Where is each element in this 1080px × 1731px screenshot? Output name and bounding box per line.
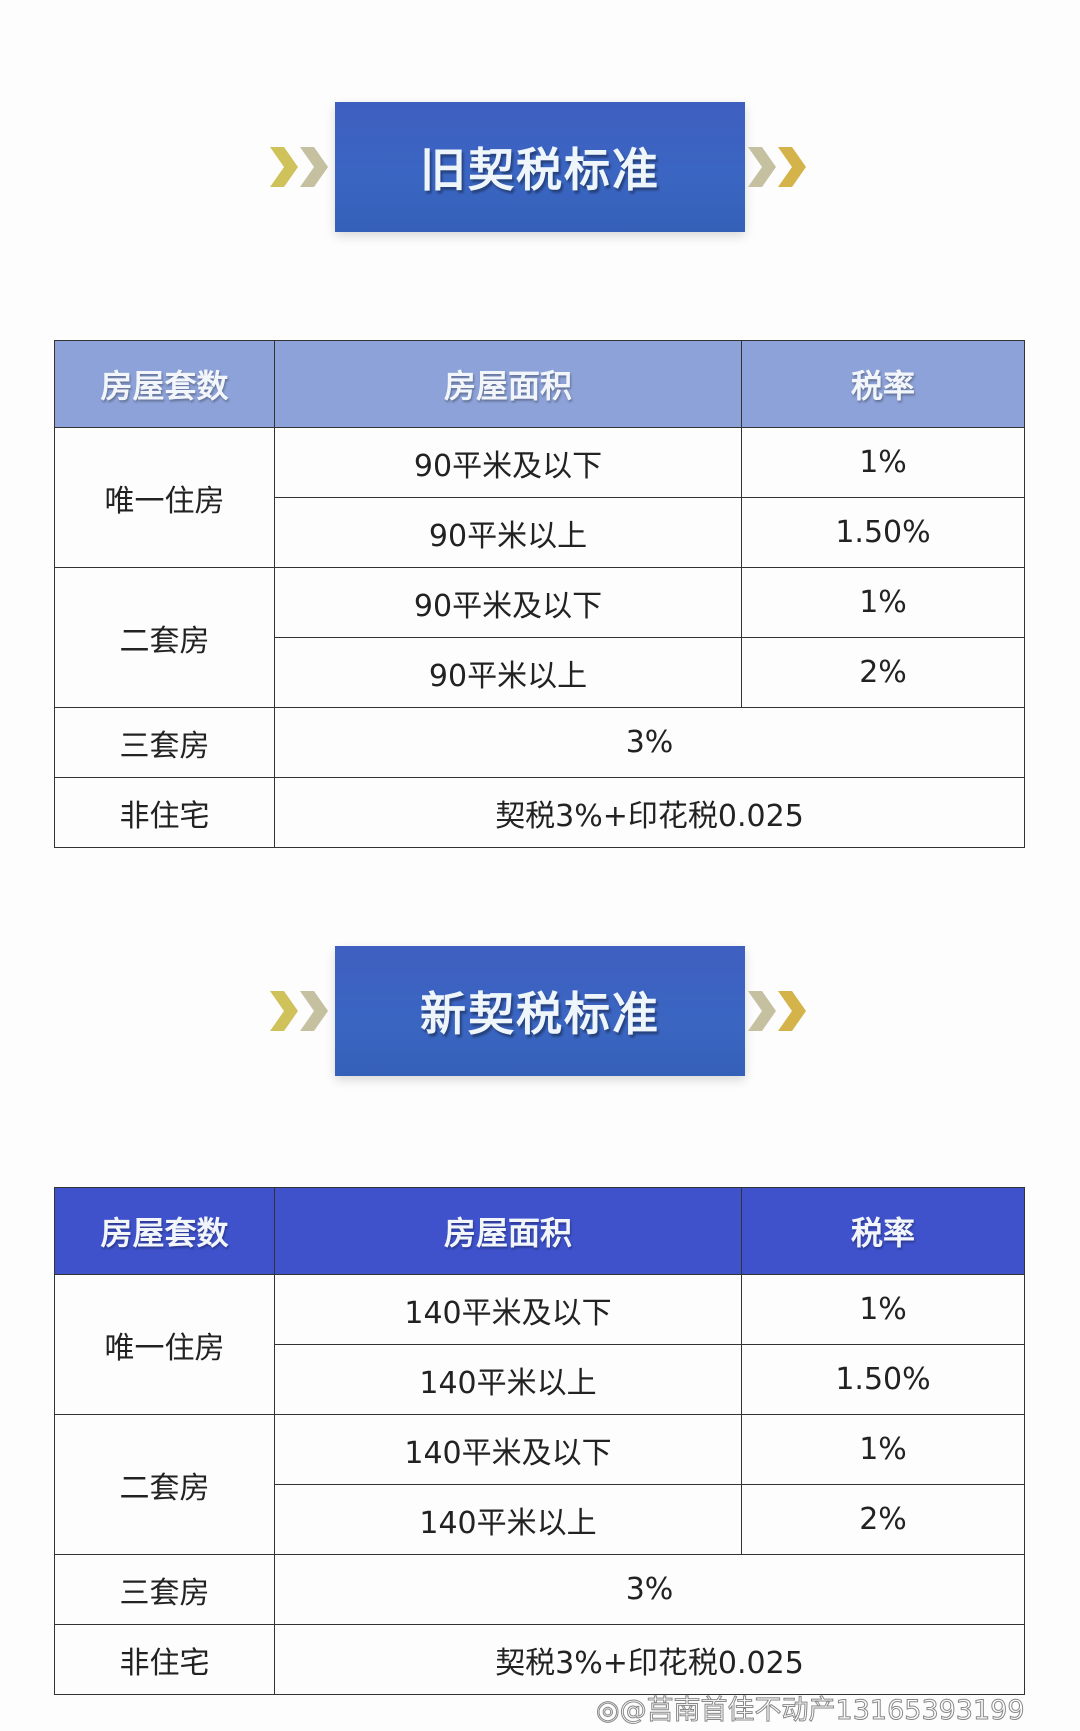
tax-table-new: 房屋套数 房屋面积 税率 唯一住房 140平米及以下 1% 140平米以上 1.…	[54, 1187, 1025, 1695]
area-cell: 90平米以上	[274, 497, 742, 568]
section-banner-old: 旧契税标准	[335, 102, 745, 232]
rate-cell: 契税3%+印花税0.025	[274, 777, 1025, 848]
rate-cell: 1%	[741, 567, 1025, 638]
area-cell: 140平米以上	[274, 1484, 742, 1555]
rate-cell: 契税3%+印花税0.025	[274, 1624, 1025, 1695]
row-label: 唯一住房	[54, 427, 275, 568]
area-cell: 90平米以上	[274, 637, 742, 708]
section-banner-new: 新契税标准	[335, 946, 745, 1076]
row-label: 非住宅	[54, 777, 275, 848]
table-row: 90平米以上 1.50%	[55, 497, 1025, 568]
row-label: 三套房	[54, 707, 275, 778]
rate-cell: 1%	[741, 427, 1025, 498]
row-label: 唯一住房	[54, 1274, 275, 1415]
area-cell: 140平米及以下	[274, 1274, 742, 1345]
rate-cell: 1%	[741, 1414, 1025, 1485]
rate-cell: 2%	[741, 1484, 1025, 1555]
weibo-icon: ◎	[596, 1695, 621, 1727]
rate-cell: 1.50%	[741, 1344, 1025, 1415]
chevron-left-icon	[270, 147, 328, 187]
area-cell: 90平米及以下	[274, 427, 742, 498]
rate-cell: 2%	[741, 637, 1025, 708]
tax-table-old: 房屋套数 房屋面积 税率 唯一住房 90平米及以下 1% 90平米以上 1.50…	[54, 340, 1025, 848]
rate-cell: 1.50%	[741, 497, 1025, 568]
area-cell: 140平米以上	[274, 1344, 742, 1415]
table-row: 二套房 140平米及以下 1%	[54, 1414, 1025, 1555]
row-label: 非住宅	[54, 1624, 275, 1695]
header-rate: 税率	[741, 340, 1025, 428]
chevron-right-icon	[748, 991, 806, 1031]
table-header-row: 房屋套数 房屋面积 税率	[54, 340, 1025, 428]
watermark: ◎@莒南首佳不动产13165393199	[596, 1694, 1066, 1728]
header-area: 房屋面积	[274, 340, 742, 428]
table-row: 三套房 3%	[54, 707, 1025, 778]
section-title: 旧契税标准	[420, 143, 660, 197]
rate-cell: 3%	[274, 707, 1025, 778]
watermark-text: @莒南首佳不动产13165393199	[619, 1695, 1025, 1727]
table-header-row: 房屋套数 房屋面积 税率	[54, 1187, 1025, 1275]
chevron-left-icon	[270, 991, 328, 1031]
area-cell: 90平米及以下	[274, 567, 742, 638]
rate-cell: 3%	[274, 1554, 1025, 1625]
header-rate: 税率	[741, 1187, 1025, 1275]
area-cell: 140平米及以下	[274, 1414, 742, 1485]
row-label: 二套房	[54, 1414, 275, 1555]
header-count: 房屋套数	[54, 1187, 275, 1275]
table-row: 非住宅 契税3%+印花税0.025	[54, 777, 1025, 848]
rate-cell: 1%	[741, 1274, 1025, 1345]
table-row: 非住宅 契税3%+印花税0.025	[54, 1624, 1025, 1695]
table-row: 唯一住房 140平米及以下 1%	[54, 1274, 1025, 1415]
header-count: 房屋套数	[54, 340, 275, 428]
table-row: 二套房 90平米及以下 1%	[54, 567, 1025, 708]
chevron-right-icon	[748, 147, 806, 187]
table-row: 唯一住房 90平米及以下 1%	[54, 427, 1025, 568]
row-label: 二套房	[54, 567, 275, 708]
header-area: 房屋面积	[274, 1187, 742, 1275]
section-title: 新契税标准	[420, 987, 660, 1041]
table-row: 三套房 3%	[54, 1554, 1025, 1625]
row-label: 三套房	[54, 1554, 275, 1625]
